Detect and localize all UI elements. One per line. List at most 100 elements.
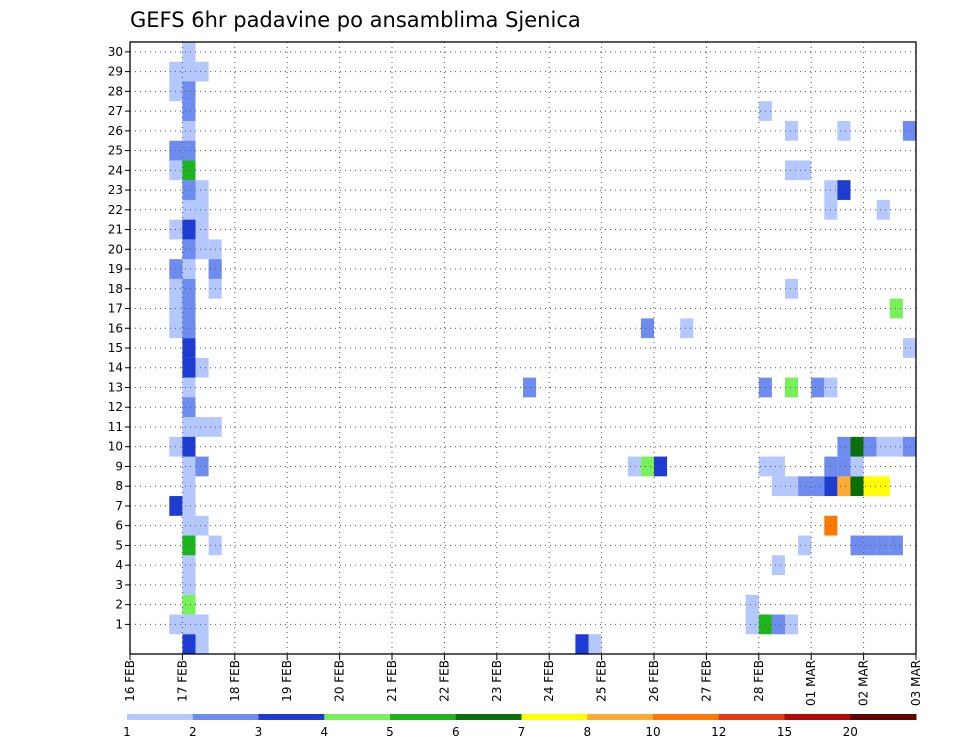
heatmap-cell — [195, 614, 209, 635]
heatmap-cell — [182, 515, 196, 536]
heatmap-cell — [640, 456, 654, 477]
y-tick-label: 4 — [115, 558, 123, 572]
colorbar-label: 20 — [843, 725, 858, 739]
heatmap-cell — [680, 318, 694, 339]
heatmap-cell — [785, 614, 799, 635]
x-tick-label: 18 FEB — [228, 660, 242, 702]
heatmap-cell — [195, 417, 209, 437]
heatmap-cell — [182, 219, 196, 240]
chart-title: GEFS 6hr padavine po ansamblima Sjenica — [130, 8, 581, 32]
colorbar-swatch — [850, 714, 917, 720]
heatmap-cell — [182, 397, 196, 418]
colorbar-swatch — [521, 714, 588, 720]
heatmap-cell — [850, 436, 864, 457]
heatmap-cell — [785, 160, 799, 181]
y-tick-label: 5 — [115, 538, 123, 552]
heatmap-cell — [182, 278, 196, 299]
y-tick-label: 20 — [108, 242, 123, 256]
x-tick-label: 03 MAR — [909, 660, 923, 706]
y-tick-label: 13 — [108, 380, 123, 394]
x-tick-label: 27 FEB — [699, 660, 713, 702]
y-tick-label: 21 — [108, 223, 123, 237]
y-tick-label: 15 — [108, 341, 123, 355]
y-tick-label: 24 — [108, 163, 123, 177]
heatmap-cell — [182, 199, 196, 220]
y-tick-label: 17 — [108, 302, 123, 316]
heatmap-cell — [837, 180, 851, 200]
heatmap-cell — [182, 298, 196, 319]
x-tick-label: 17 FEB — [175, 660, 189, 702]
heatmap-cell — [182, 555, 196, 576]
heatmap-cell — [182, 357, 196, 378]
x-tick-label: 24 FEB — [542, 660, 556, 702]
heatmap-cell — [182, 377, 196, 398]
heatmap-cell — [182, 496, 196, 516]
colorbar: 1 2 3 4 5 6 7 8 10 12 15 20 — [123, 714, 917, 739]
heatmap-cell — [195, 634, 209, 654]
heatmap-cell — [876, 476, 890, 497]
colorbar-label: 6 — [452, 725, 460, 739]
colorbar-swatch — [127, 714, 194, 720]
heatmap-cell — [182, 634, 196, 654]
heatmap-cell — [889, 436, 903, 457]
heatmap-cell — [889, 298, 903, 319]
y-tick-label: 12 — [108, 400, 123, 414]
x-tick-label: 19 FEB — [280, 660, 294, 702]
heatmap-cell — [902, 436, 916, 457]
heatmap-cell — [182, 180, 196, 200]
heatmap-cell — [182, 42, 196, 62]
heatmap-cell — [182, 120, 196, 141]
heatmap-cell — [745, 614, 759, 635]
y-tick-label: 18 — [108, 282, 123, 296]
heatmap-cell — [771, 456, 785, 477]
y-tick-label: 1 — [115, 617, 123, 631]
heatmap-cell — [182, 140, 196, 161]
y-tick-label: 2 — [115, 598, 123, 612]
heatmap-cell — [902, 338, 916, 358]
heatmap-cell — [182, 239, 196, 260]
heatmap-cell — [837, 436, 851, 457]
colorbar-label: 5 — [386, 725, 394, 739]
heatmap-cell — [771, 614, 785, 635]
colorbar-swatch — [324, 714, 391, 720]
heatmap-cell — [876, 199, 890, 220]
y-tick-label: 3 — [115, 578, 123, 592]
heatmap-cell — [182, 456, 196, 477]
x-tick-label: 22 FEB — [437, 660, 451, 702]
heatmap-cell — [850, 456, 864, 477]
heatmap-cell — [771, 476, 785, 497]
y-tick-label: 26 — [108, 124, 123, 138]
heatmap-cell — [195, 180, 209, 200]
colorbar-swatch — [718, 714, 785, 720]
colorbar-label: 3 — [255, 725, 263, 739]
y-tick-label: 22 — [108, 203, 123, 217]
heatmap-cell — [195, 199, 209, 220]
colorbar-label: 15 — [777, 725, 792, 739]
heatmap-cell — [195, 219, 209, 240]
heatmap-cell — [182, 594, 196, 615]
x-tick-label: 28 FEB — [752, 660, 766, 702]
heatmap-cell — [182, 318, 196, 339]
heatmap-cell — [182, 436, 196, 457]
heatmap-cell — [850, 476, 864, 497]
colorbar-label: 12 — [711, 725, 726, 739]
heatmap-cell — [182, 61, 196, 82]
heatmap-cell — [575, 634, 589, 654]
y-tick-label: 8 — [115, 479, 123, 493]
heatmap-cell — [182, 81, 196, 102]
heatmap-cell — [182, 614, 196, 635]
heatmap-cell — [640, 318, 654, 339]
y-tick-label: 29 — [108, 65, 123, 79]
heatmap-cell — [798, 476, 812, 497]
heatmap-cell — [182, 259, 196, 279]
y-tick-label: 6 — [115, 519, 123, 533]
y-tick-label: 10 — [108, 440, 123, 454]
y-tick-label: 25 — [108, 144, 123, 158]
x-tick-label: 25 FEB — [595, 660, 609, 702]
y-axis: 1234567891011121314151617181920212223242… — [108, 45, 130, 631]
heatmap-cell — [182, 476, 196, 497]
heatmap-cell — [195, 61, 209, 82]
heatmap-cell — [182, 535, 196, 556]
heatmap-cell — [785, 120, 799, 141]
